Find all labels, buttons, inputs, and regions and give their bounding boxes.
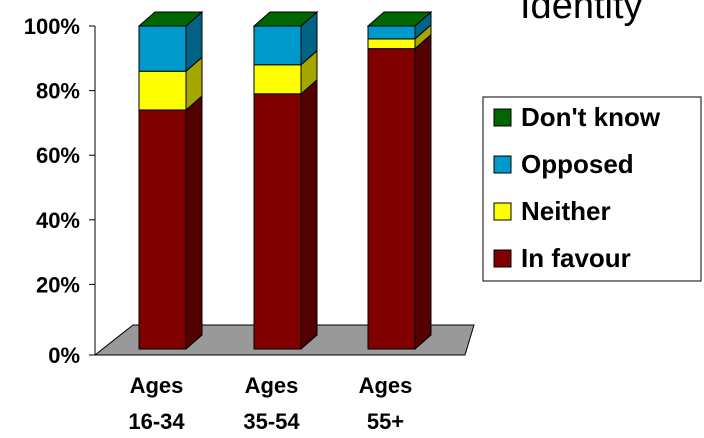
legend-label: Don't know (521, 102, 661, 132)
y-tick-label: 20% (36, 272, 80, 297)
legend-box (482, 96, 702, 282)
legend-swatch (493, 249, 512, 268)
bar-top-cap (137, 11, 204, 27)
legend-swatch (493, 108, 512, 127)
y-tick-label: 60% (36, 143, 80, 168)
legend-label: In favour (521, 243, 631, 273)
legend-swatch (493, 202, 512, 221)
x-tick-label: Ages (130, 373, 184, 398)
x-axis-labels: Ages 16-34 Ages 35-54 Ages 55+ (128, 373, 412, 434)
y-tick-label: 0% (48, 343, 80, 368)
bar-segment-front (253, 93, 302, 350)
bar-segment-front (138, 25, 187, 72)
x-tick-label: Ages (245, 373, 299, 398)
legend-label: Neither (521, 196, 611, 226)
legend: Don't know Opposed Neither In favour (482, 96, 702, 282)
bar-stack (137, 10, 204, 351)
bar-stack (366, 10, 433, 351)
bar-segment-front (253, 25, 302, 66)
bar-segment-side (414, 33, 432, 351)
x-tick-label: 55+ (367, 409, 404, 434)
chart-title: Identity (520, 0, 643, 27)
bar-segment-front (367, 38, 416, 50)
y-tick-label: 100% (24, 14, 80, 39)
bar-segment-front (138, 109, 187, 350)
y-axis: 0% 20% 40% 60% 80% 100% (24, 14, 96, 368)
legend-label: Opposed (521, 149, 634, 179)
bar-top-cap (366, 11, 433, 27)
x-tick-label: Ages (359, 373, 413, 398)
y-tick-label: 40% (36, 208, 80, 233)
bar-segment-front (138, 70, 187, 111)
bar-segment-side (185, 94, 203, 351)
bar-segment-front (367, 48, 416, 350)
legend-swatch (493, 155, 512, 174)
x-tick-label: 16-34 (128, 409, 185, 434)
bar-segment-side (300, 78, 318, 351)
bar-segment-front (253, 64, 302, 95)
bar-top-cap (252, 11, 319, 27)
bar-stack (252, 10, 319, 351)
y-tick-label: 80% (36, 79, 80, 104)
x-tick-label: 35-54 (243, 409, 300, 434)
bars (137, 10, 433, 351)
bar-segment-front (367, 25, 416, 40)
